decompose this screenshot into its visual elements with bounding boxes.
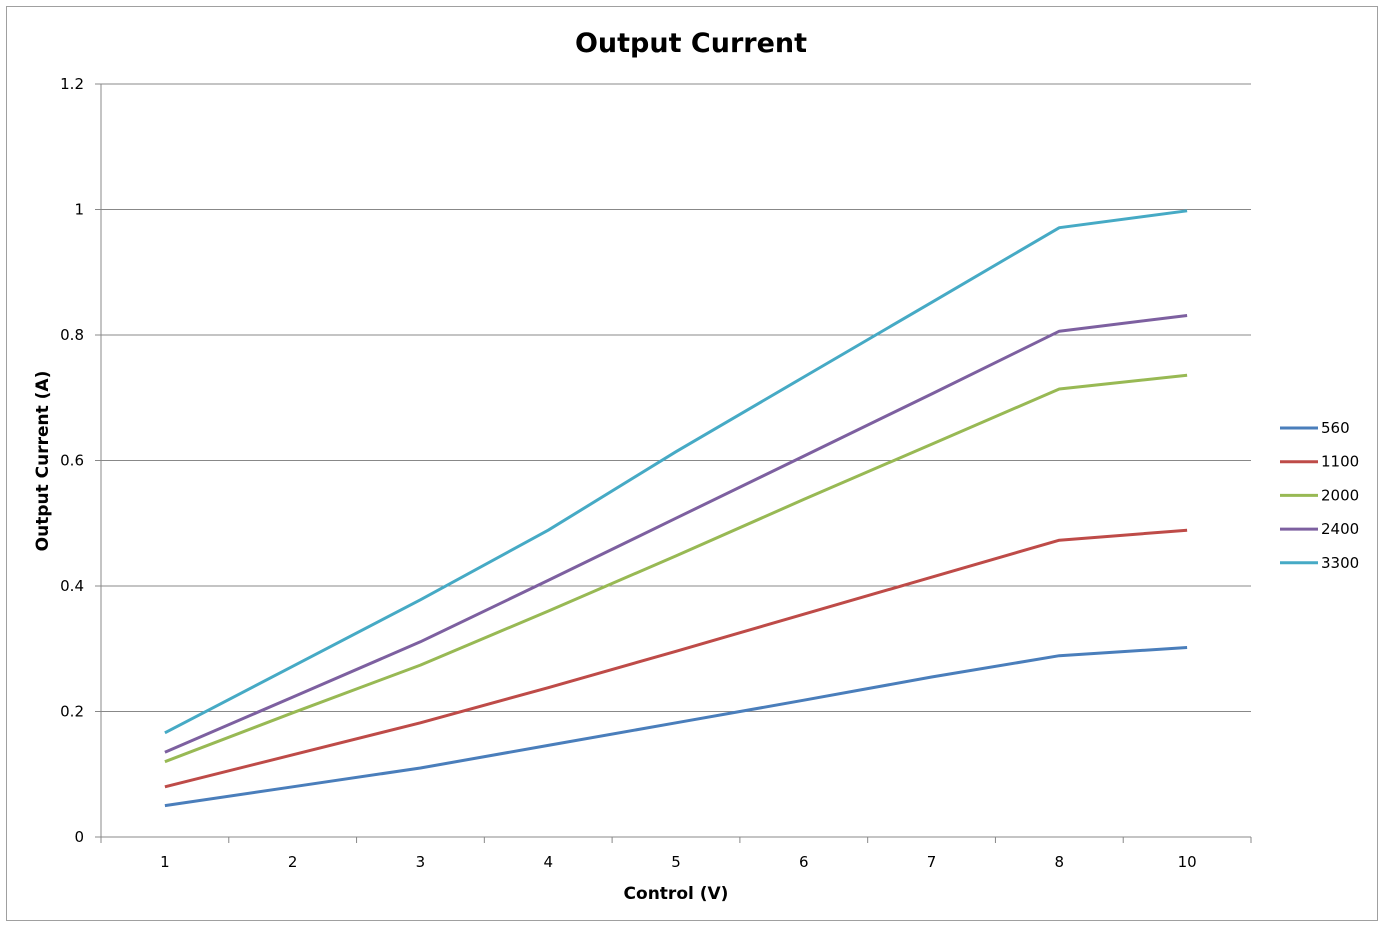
x-axis-label: Control (V) bbox=[624, 884, 729, 904]
y-tick-label: 1.2 bbox=[60, 75, 84, 93]
x-tick-label: 4 bbox=[543, 853, 553, 871]
gridlines bbox=[101, 83, 1251, 712]
x-tick-label: 2 bbox=[288, 853, 298, 871]
chart-title: Output Current bbox=[575, 28, 807, 59]
axes: 0 0.2 0.4 0.6 0.8 1 1.2 1 2 3 4 5 6 7 8 10 bbox=[60, 75, 1252, 871]
x-tick-label: 6 bbox=[799, 853, 809, 871]
y-axis-label: Output Current (A) bbox=[33, 371, 53, 552]
y-tick-label: 1 bbox=[74, 201, 84, 219]
x-tick-label: 7 bbox=[927, 853, 937, 871]
series-lines bbox=[164, 209, 1188, 808]
legend: 560 1100 2000 2400 3300 bbox=[1280, 419, 1359, 572]
series-line-2400 bbox=[164, 314, 1188, 754]
series-line-3300 bbox=[164, 209, 1188, 735]
series-line-2000 bbox=[164, 373, 1188, 764]
y-tick-label: 0.4 bbox=[60, 577, 84, 595]
legend-label: 3300 bbox=[1321, 554, 1359, 572]
legend-label: 2000 bbox=[1321, 486, 1359, 504]
x-tick-label: 8 bbox=[1055, 853, 1065, 871]
legend-label: 560 bbox=[1321, 419, 1350, 437]
x-tick-label: 1 bbox=[160, 853, 170, 871]
y-tick-label: 0.2 bbox=[60, 703, 84, 721]
x-tick-label: 10 bbox=[1178, 853, 1197, 871]
x-tick-label: 3 bbox=[416, 853, 426, 871]
x-tick-label: 5 bbox=[671, 853, 681, 871]
y-tick-label: 0.6 bbox=[60, 452, 84, 470]
legend-label: 1100 bbox=[1321, 453, 1359, 471]
series-line-560 bbox=[164, 646, 1188, 808]
legend-label: 2400 bbox=[1321, 520, 1359, 538]
y-tick-label: 0 bbox=[74, 828, 84, 846]
series-line-1100 bbox=[164, 528, 1188, 789]
y-tick-label: 0.8 bbox=[60, 326, 84, 344]
